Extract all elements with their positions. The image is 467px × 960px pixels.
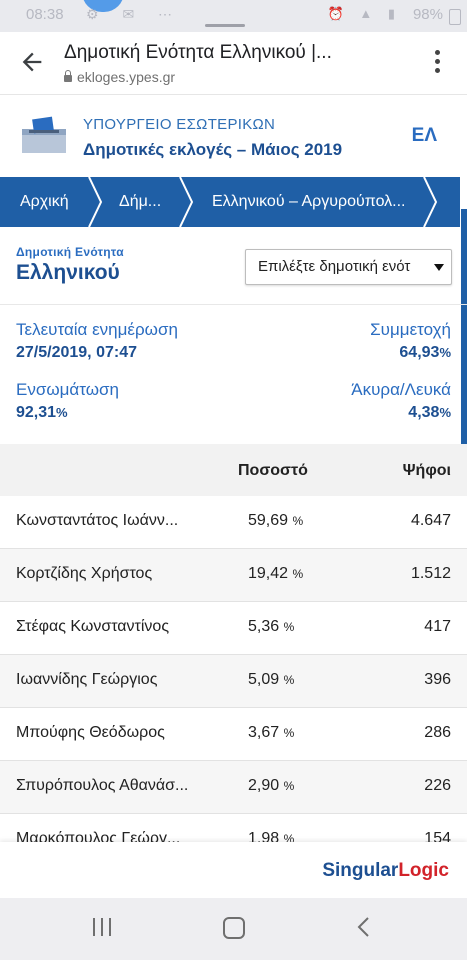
candidate-percent: 3,67 % <box>248 724 295 741</box>
region-section: Δημοτική Ενότητα Ελληνικού Επιλέξτε δημο… <box>0 228 467 305</box>
page-title: Δημοτική Ενότητα Ελληνικού |... <box>64 42 332 63</box>
language-switch[interactable]: ΕΛ <box>411 125 437 146</box>
battery-level: 98% <box>412 6 443 23</box>
more-options-icon[interactable] <box>435 50 441 77</box>
votes-column-header[interactable]: Ψήφοι <box>402 462 451 479</box>
candidate-votes: 286 <box>424 724 451 741</box>
results-table-body: Κωνσταντάτος Ιωάνν... 59,69 % 4.647 Κορτ… <box>0 496 467 867</box>
candidate-votes: 4.647 <box>410 512 451 529</box>
ballot-box-icon[interactable] <box>20 115 68 155</box>
percentage-column-header[interactable]: Ποσοστό <box>238 462 308 479</box>
candidate-votes: 226 <box>424 777 451 794</box>
status-bar: 08:38 ⚙ ✉ ⋯ ⏰ ▲ ▮ 98% <box>0 0 467 32</box>
table-row[interactable]: Κωνσταντάτος Ιωάνν... 59,69 % 4.647 <box>0 496 467 549</box>
invalid-percent-sign: % <box>439 405 451 420</box>
candidate-percent: 59,69 % <box>248 512 304 529</box>
region-type-label: Δημοτική Ενότητα <box>16 245 124 259</box>
candidate-votes: 417 <box>424 618 451 635</box>
invalid-votes-value: 4,38 <box>408 404 440 421</box>
integration-value: 92,31 <box>16 404 57 421</box>
table-row[interactable]: Ιωαννίδης Γεώργιος 5,09 % 396 <box>0 655 467 708</box>
home-icon[interactable] <box>223 917 245 939</box>
region-select-dropdown[interactable]: Επιλέξτε δημοτική ενότ <box>245 249 452 285</box>
candidate-name: Ιωαννίδης Γεώργιος <box>16 671 158 688</box>
back-arrow-icon[interactable] <box>18 48 46 76</box>
candidate-percent: 5,09 % <box>248 671 295 688</box>
candidate-votes: 396 <box>424 671 451 688</box>
ministry-name: ΥΠΟΥΡΓΕΙΟ ΕΣΩΤΕΡΙΚΩΝ <box>83 116 276 133</box>
table-row[interactable]: Κορτζίδης Χρήστος 19,42 % 1.512 <box>0 549 467 602</box>
browser-toolbar: Δημοτική Ενότητα Ελληνικού |... ekloges.… <box>0 32 467 95</box>
page-footer: SingularLogic <box>0 842 467 898</box>
results-table-header: Ποσοστό Ψήφοι <box>0 444 467 496</box>
lock-icon <box>64 70 72 82</box>
integration-percent-sign: % <box>56 405 68 420</box>
invalid-votes-stat: Άκυρα/Λευκά 4,38% <box>351 380 451 422</box>
signal-icons: ⏰ ▲ ▮ <box>327 6 401 21</box>
last-update-label: Τελευταία ενημέρωση <box>16 320 178 339</box>
turnout-label: Συμμετοχή <box>370 320 451 339</box>
breadcrumb-separator-icon <box>88 177 103 227</box>
candidate-name: Κορτζίδης Χρήστος <box>16 565 153 582</box>
back-icon[interactable] <box>352 915 376 939</box>
scrollbar[interactable] <box>461 209 467 444</box>
table-row[interactable]: Στέφας Κωνσταντίνος 5,36 % 417 <box>0 602 467 655</box>
system-navigation-bar <box>0 898 467 960</box>
notification-icons: ⚙ ✉ ⋯ <box>86 6 183 22</box>
site-header: ΥΠΟΥΡΓΕΙΟ ΕΣΩΤΕΡΙΚΩΝ Δημοτικές εκλογές –… <box>0 95 467 177</box>
dropdown-arrow-icon <box>434 264 444 271</box>
candidate-name: Κωνσταντάτος Ιωάνν... <box>16 512 179 529</box>
candidate-percent: 19,42 % <box>248 565 304 582</box>
breadcrumb-home[interactable]: Αρχική <box>20 193 69 210</box>
turnout-percent-sign: % <box>439 345 451 360</box>
singular-logic-logo[interactable]: SingularLogic <box>322 860 449 881</box>
url-text: ekloges.ypes.gr <box>77 69 176 85</box>
region-name: Ελληνικού <box>16 261 120 284</box>
recent-apps-icon[interactable] <box>93 918 113 936</box>
stats-panel: Τελευταία ενημέρωση 27/5/2019, 07:47 Συμ… <box>0 304 467 444</box>
breadcrumb-current[interactable]: Ελληνικού – Αργυρούπολ... <box>212 193 406 210</box>
url-bar[interactable]: ekloges.ypes.gr <box>64 69 175 85</box>
breadcrumb-separator-icon <box>179 177 194 227</box>
integration-label: Ενσωμάτωση <box>16 380 119 399</box>
candidate-percent: 5,36 % <box>248 618 295 635</box>
candidate-name: Στέφας Κωνσταντίνος <box>16 618 170 635</box>
last-update-stat: Τελευταία ενημέρωση 27/5/2019, 07:47 <box>16 320 178 362</box>
candidate-name: Μπούφης Θεόδωρος <box>16 724 165 741</box>
breadcrumb-municipality[interactable]: Δήμ... <box>119 193 162 210</box>
candidate-votes: 1.512 <box>410 565 451 582</box>
breadcrumb-separator-icon <box>423 177 438 227</box>
invalid-votes-label: Άκυρα/Λευκά <box>351 380 451 399</box>
integration-stat: Ενσωμάτωση 92,31% <box>16 380 119 422</box>
candidate-percent: 2,90 % <box>248 777 295 794</box>
turnout-stat: Συμμετοχή 64,93% <box>370 320 451 362</box>
turnout-value: 64,93 <box>399 344 440 361</box>
candidate-name: Σπυρόπουλος Αθανάσ... <box>16 777 189 794</box>
last-update-value: 27/5/2019, 07:47 <box>16 344 137 361</box>
table-row[interactable]: Σπυρόπουλος Αθανάσ... 2,90 % 226 <box>0 761 467 814</box>
drag-handle[interactable] <box>205 24 245 27</box>
table-row[interactable]: Μπούφης Θεόδωρος 3,67 % 286 <box>0 708 467 761</box>
battery-icon <box>449 9 461 25</box>
election-title[interactable]: Δημοτικές εκλογές – Μάιος 2019 <box>83 140 343 159</box>
region-select-value: Επιλέξτε δημοτική ενότ <box>258 258 411 275</box>
notification-indicator <box>82 0 124 12</box>
breadcrumb: Αρχική Δήμ... Ελληνικού – Αργυρούπολ... <box>0 177 460 227</box>
status-time: 08:38 <box>26 6 64 23</box>
